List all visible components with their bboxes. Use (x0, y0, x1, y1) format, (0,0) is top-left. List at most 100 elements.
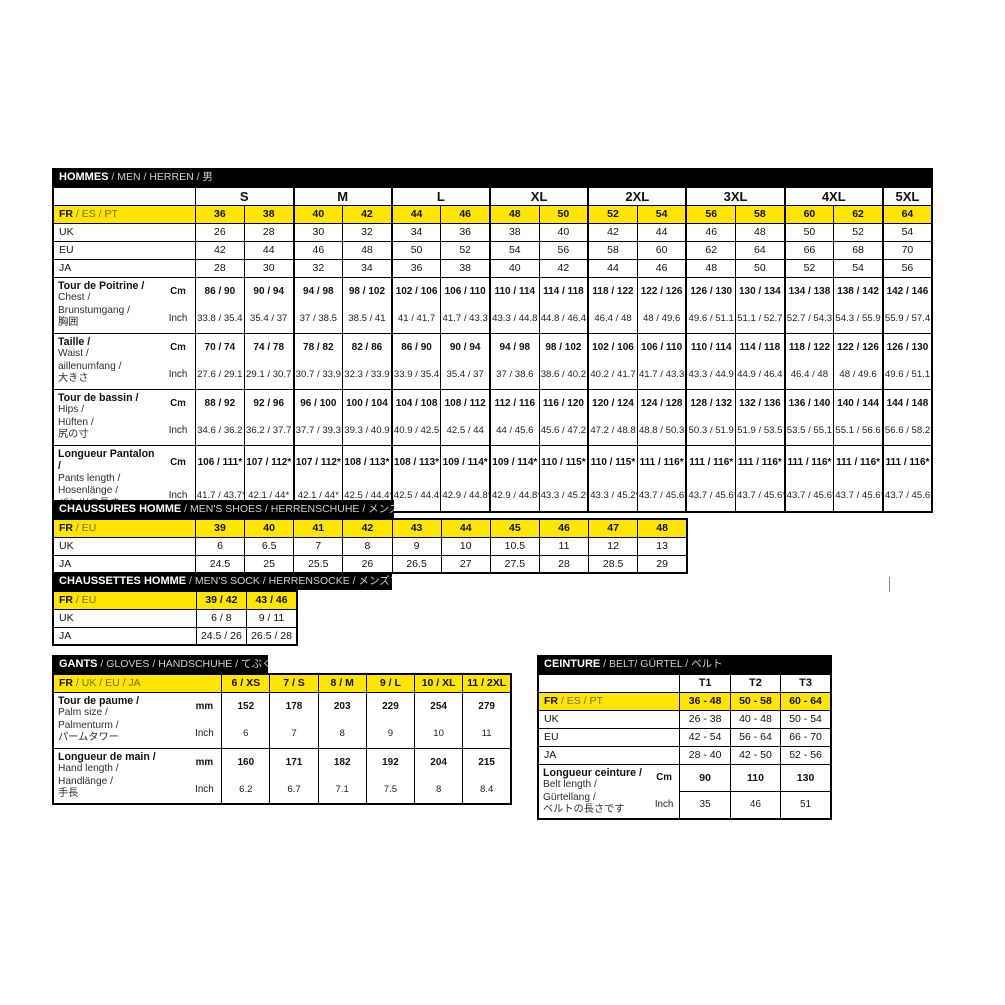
socks-uk-label: UK (52, 608, 197, 628)
hips-inch-value: 51.9 / 53.5 (735, 417, 786, 446)
palm-inch-value: 9 (365, 720, 416, 749)
pants-inch-value: 43.7 / 45.6* (783, 478, 835, 513)
belt-length-inch-value: 51 (780, 790, 832, 820)
pants-inch-value: 43.7 / 45.6* (833, 478, 884, 513)
hips-cm-value: 140 / 144 (833, 388, 884, 417)
socks-fr-eu-value: 39 / 42 (195, 590, 248, 610)
shoes-fr-eu-value: 42 (342, 518, 393, 538)
hips-inch-value: 56.6 / 58.2 (881, 417, 933, 446)
hips-cm-value: 96 / 100 (292, 388, 344, 417)
eu-value: 62 (685, 240, 737, 260)
eu-value: 54 (488, 240, 540, 260)
shoes-fr-eu-value: 47 (588, 518, 639, 538)
hips-inch-value: 47.2 / 48.8 (587, 417, 638, 446)
eu-value: 44 (243, 240, 295, 260)
waist-cm-value: 126 / 130 (881, 332, 933, 361)
shoes-ja-value: 28.5 (588, 554, 639, 574)
belt-uk-label: UK (537, 709, 681, 729)
shoes-ja-value: 24.5 (194, 554, 246, 574)
eu-value: 66 (783, 240, 835, 260)
hand-inch-value: 7.5 (365, 776, 416, 805)
shoes-uk-value: 13 (637, 536, 688, 556)
shoes-uk-label: UK (52, 536, 196, 556)
uk-value: 44 (636, 222, 687, 242)
size-group-value: 3XL (685, 186, 786, 206)
pants-cm-value: 110 / 115* (538, 444, 589, 479)
uk-value: 46 (685, 222, 737, 242)
pants-inch-value: 42.5 / 44.4* (390, 478, 442, 513)
waist-inch-value: 29.1 / 30.7 (243, 361, 295, 390)
hips-inch-label: Inch (161, 417, 196, 446)
waist-cm-value: 118 / 122 (783, 332, 835, 361)
chest-inch-value: 33.8 / 35.4 (194, 305, 245, 334)
pants-cm-value: 109 / 114* (440, 444, 491, 479)
gloves-sizes-value: 6 / XS (221, 673, 271, 693)
belt-eu-value: 42 - 54 (679, 727, 731, 747)
chest-inch-value: 52.7 / 54.3 (783, 305, 835, 334)
mens-clothing-size-table: HOMMES / MEN / HERREN / 男 S M L XL 2XL 3XL 4XL 5… (52, 168, 933, 514)
hips-cm-value: 116 / 120 (538, 388, 589, 417)
belt-uk-value: 26 - 38 (679, 709, 731, 729)
belt-length-cm-value: 90 (679, 763, 731, 792)
hips-cm-value: 104 / 108 (390, 388, 442, 417)
chest-inch-value: 54.3 / 55.9 (833, 305, 884, 334)
hips-inch-value: 55.1 / 56.6 (833, 417, 884, 446)
palm-inch-value: 6 (221, 720, 271, 749)
hand-mm-value: 182 (317, 747, 367, 776)
belt-eu-value: 66 - 70 (780, 727, 832, 747)
pants-cm-value: 107 / 112* (292, 444, 344, 479)
chest-cm-value: 122 / 126 (636, 276, 687, 305)
shoes-uk-value: 8 (342, 536, 393, 556)
pants-cm-value: 109 / 114* (488, 444, 540, 479)
waist-inch-value: 32.3 / 33.9 (342, 361, 393, 390)
eu-value: 56 (538, 240, 589, 260)
pants-inch-value: 43.7 / 45.6* (685, 478, 737, 513)
fr-es-pt-value: 52 (587, 204, 638, 224)
gloves-sizes-value: 7 / S (269, 673, 319, 693)
chest-cm-value: 142 / 146 (881, 276, 933, 305)
fr-es-pt-value: 38 (243, 204, 295, 224)
hand-mm-value: 171 (269, 747, 319, 776)
hommes-title-bar: HOMMES / MEN / HERREN / 男 (52, 168, 933, 186)
chest-inch-value: 41 / 41.7 (390, 305, 442, 334)
pants-label: Longueur Pantalon / Pants length / Hosenlä… (52, 444, 162, 513)
chest-cm-value: 138 / 142 (833, 276, 884, 305)
pants-cm-value: 110 / 115* (587, 444, 638, 479)
chest-inch-value: 41.7 / 43.3 (440, 305, 491, 334)
belt-eu-label: EU (537, 727, 681, 747)
pants-inch-value: 43.3 / 45.2* (538, 478, 589, 513)
hips-cm-value: 132 / 136 (735, 388, 786, 417)
shoes-title-bar: CHAUSSURES HOMME / MEN'S SHOES / HERRENS… (52, 500, 394, 518)
fr-es-pt-value: 36 (194, 204, 245, 224)
shoes-uk-value: 11 (538, 536, 590, 556)
shoes-ja-value: 25 (244, 554, 295, 574)
socks-fr-eu-label: FR / EU (52, 590, 197, 610)
fr-es-pt-value: 50 (538, 204, 589, 224)
shoes-fr-eu-value: 39 (194, 518, 246, 538)
gloves-sizes-value: 11 / 2XL (462, 673, 512, 693)
pants-cm-value: 111 / 116* (881, 444, 933, 479)
palm-mm-value: 229 (365, 691, 416, 720)
fr-es-pt-value: 44 (390, 204, 442, 224)
chest-cm-value: 106 / 110 (440, 276, 491, 305)
hand-mm-value: 192 (365, 747, 416, 776)
pants-cm-value: 108 / 113* (342, 444, 393, 479)
eu-value: 48 (342, 240, 393, 260)
eu-value: 70 (881, 240, 933, 260)
shoes-ja-value: 25.5 (293, 554, 344, 574)
pants-cm-label: Cm (161, 444, 196, 479)
ja-value: 36 (390, 258, 442, 278)
hand-label: Longueur de main / Hand length / Handlänge… (52, 747, 188, 805)
palm-mm-label: mm (187, 691, 223, 720)
gloves-title-bar: GANTS / GLOVES / HANDSCHUHE / てぶくろ (52, 655, 268, 673)
pants-inch-value: 43.3 / 45.2* (587, 478, 638, 513)
ja-value: 42 (538, 258, 589, 278)
hips-cm-value: 136 / 140 (783, 388, 835, 417)
shoes-fr-eu-label: FR / EU (52, 518, 196, 538)
hand-mm-value: 204 (414, 747, 464, 776)
chest-cm-value: 126 / 130 (685, 276, 737, 305)
waist-cm-value: 94 / 98 (488, 332, 540, 361)
ja-value: 30 (243, 258, 295, 278)
